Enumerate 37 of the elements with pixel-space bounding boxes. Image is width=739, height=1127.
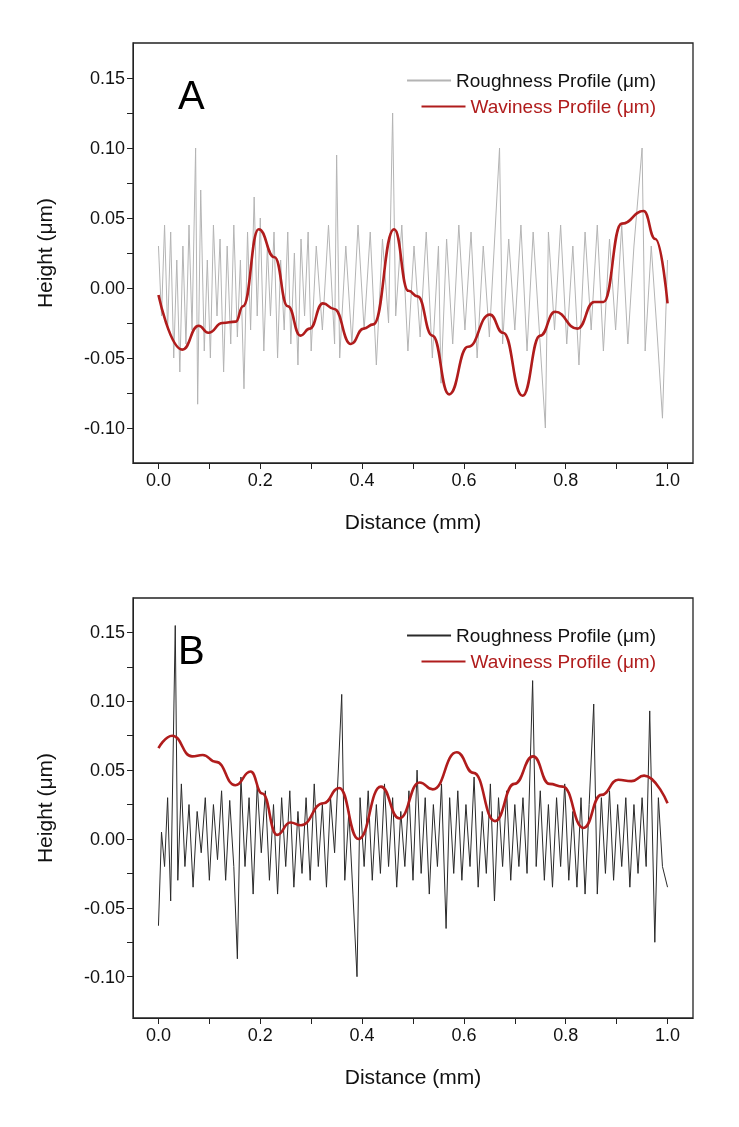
line-series xyxy=(157,625,669,978)
x-tick-label: 0.4 xyxy=(349,470,375,490)
y-tick-label: -0.05 xyxy=(83,897,125,918)
x-tick-label: 0.8 xyxy=(553,470,579,490)
y-tick-label: 0.05 xyxy=(89,760,125,781)
x-tick-label: 0.2 xyxy=(247,1025,273,1045)
x-tick-label: 1.0 xyxy=(655,1025,681,1045)
x-tick-label: 0.6 xyxy=(451,1025,477,1045)
x-tick-label: 1.0 xyxy=(655,470,681,490)
text: B xyxy=(178,628,205,672)
y-tick-label: 0.15 xyxy=(89,622,125,643)
line-series xyxy=(157,209,669,398)
y-axis-title: Height (μm) xyxy=(33,752,56,864)
legend-label: Waviness Profile (μm) xyxy=(470,96,657,117)
x-axis-title: Distance (mm) xyxy=(344,510,482,533)
x-tick-label: 0.0 xyxy=(145,470,171,490)
x-tick-label: 0.8 xyxy=(553,1025,579,1045)
x-tick-label: 0.2 xyxy=(247,470,273,490)
x-tick-label: 0.0 xyxy=(145,1025,171,1045)
y-tick-label: -0.05 xyxy=(83,348,125,368)
y-tick-label: 0.15 xyxy=(89,68,125,88)
y-axis-title: Height (μm) xyxy=(33,197,56,309)
y-tick-label: -0.10 xyxy=(83,418,125,438)
x-axis-title: Distance (mm) xyxy=(344,1065,482,1088)
legend-label: Roughness Profile (μm) xyxy=(456,70,656,91)
y-tick-label: 0.10 xyxy=(89,138,125,158)
x-tick-label: 0.6 xyxy=(451,470,477,490)
y-tick-label: 0.00 xyxy=(89,828,125,849)
x-tick-label: 0.4 xyxy=(349,1025,375,1045)
y-tick-label: 0.05 xyxy=(89,208,125,228)
text: A xyxy=(178,73,205,117)
y-tick-label: 0.00 xyxy=(89,278,125,298)
line-series xyxy=(157,734,669,841)
y-tick-label: 0.10 xyxy=(89,691,125,712)
legend-label: Waviness Profile (μm) xyxy=(470,651,657,672)
y-tick-label: -0.10 xyxy=(83,966,125,987)
legend-label: Roughness Profile (μm) xyxy=(456,625,656,646)
